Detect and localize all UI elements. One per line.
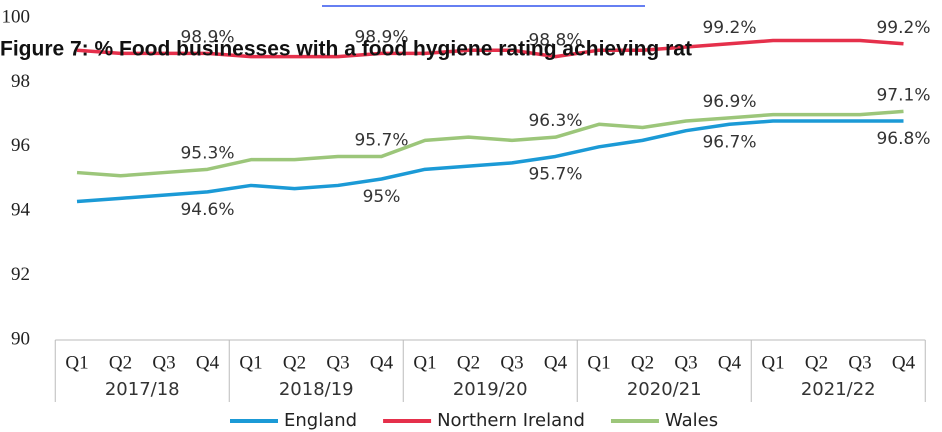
group-label: 2021/22 (801, 379, 876, 400)
data-label: 95.7% (354, 130, 408, 150)
legend-label: Northern Ireland (437, 410, 585, 431)
x-tick-label: Q3 (500, 352, 523, 373)
x-tick-label: Q1 (65, 352, 88, 373)
x-tick-label: Q2 (457, 352, 480, 373)
y-tick-label: 92 (11, 264, 30, 285)
data-label: 99.2% (876, 18, 930, 38)
data-label: 96.7% (702, 132, 756, 152)
series-line (76, 119, 904, 204)
group-label: 2017/18 (105, 379, 180, 400)
legend-label: England (284, 410, 357, 431)
y-tick-label: 98 (11, 71, 30, 92)
x-tick-label: Q4 (196, 352, 220, 373)
data-label: 98.9% (180, 27, 234, 47)
series-line (76, 38, 904, 59)
series-line (76, 109, 904, 178)
data-label: 96.9% (702, 92, 756, 112)
x-tick-label: Q1 (587, 352, 610, 373)
x-tick-label: Q3 (674, 352, 697, 373)
y-tick-label: 94 (11, 200, 31, 221)
x-tick-label: Q3 (326, 352, 349, 373)
group-label: 2018/19 (279, 379, 354, 400)
x-tick-label: Q4 (718, 352, 742, 373)
x-tick-label: Q1 (239, 352, 262, 373)
data-label: 94.6% (180, 200, 234, 220)
y-tick-label: 96 (11, 135, 30, 156)
data-label: 98.9% (354, 27, 408, 47)
x-tick-label: Q1 (761, 352, 784, 373)
x-tick-label: Q3 (152, 352, 175, 373)
x-tick-label: Q1 (413, 352, 436, 373)
data-label: 96.8% (876, 129, 930, 149)
x-tick-label: Q2 (109, 352, 132, 373)
data-label: 95.7% (528, 164, 582, 184)
data-label: 96.3% (528, 111, 582, 131)
data-label: 99.2% (702, 18, 756, 38)
x-tick-label: Q4 (892, 352, 916, 373)
y-tick-label: 100 (2, 6, 31, 27)
group-label: 2020/21 (627, 379, 702, 400)
legend-label: Wales (665, 410, 718, 431)
data-label: 95.3% (180, 143, 234, 163)
chart-title: Figure 7: % Food businesses with a food … (0, 38, 692, 61)
x-tick-label: Q4 (370, 352, 394, 373)
x-tick-label: Q4 (544, 352, 568, 373)
x-tick-label: Q2 (805, 352, 828, 373)
data-label: 97.1% (876, 85, 930, 105)
x-tick-label: Q3 (848, 352, 871, 373)
group-label: 2019/20 (453, 379, 528, 400)
data-label: 95% (363, 187, 401, 207)
y-tick-label: 90 (11, 328, 30, 349)
data-label: 98.8% (528, 31, 582, 51)
x-tick-label: Q2 (283, 352, 306, 373)
x-tick-label: Q2 (631, 352, 654, 373)
